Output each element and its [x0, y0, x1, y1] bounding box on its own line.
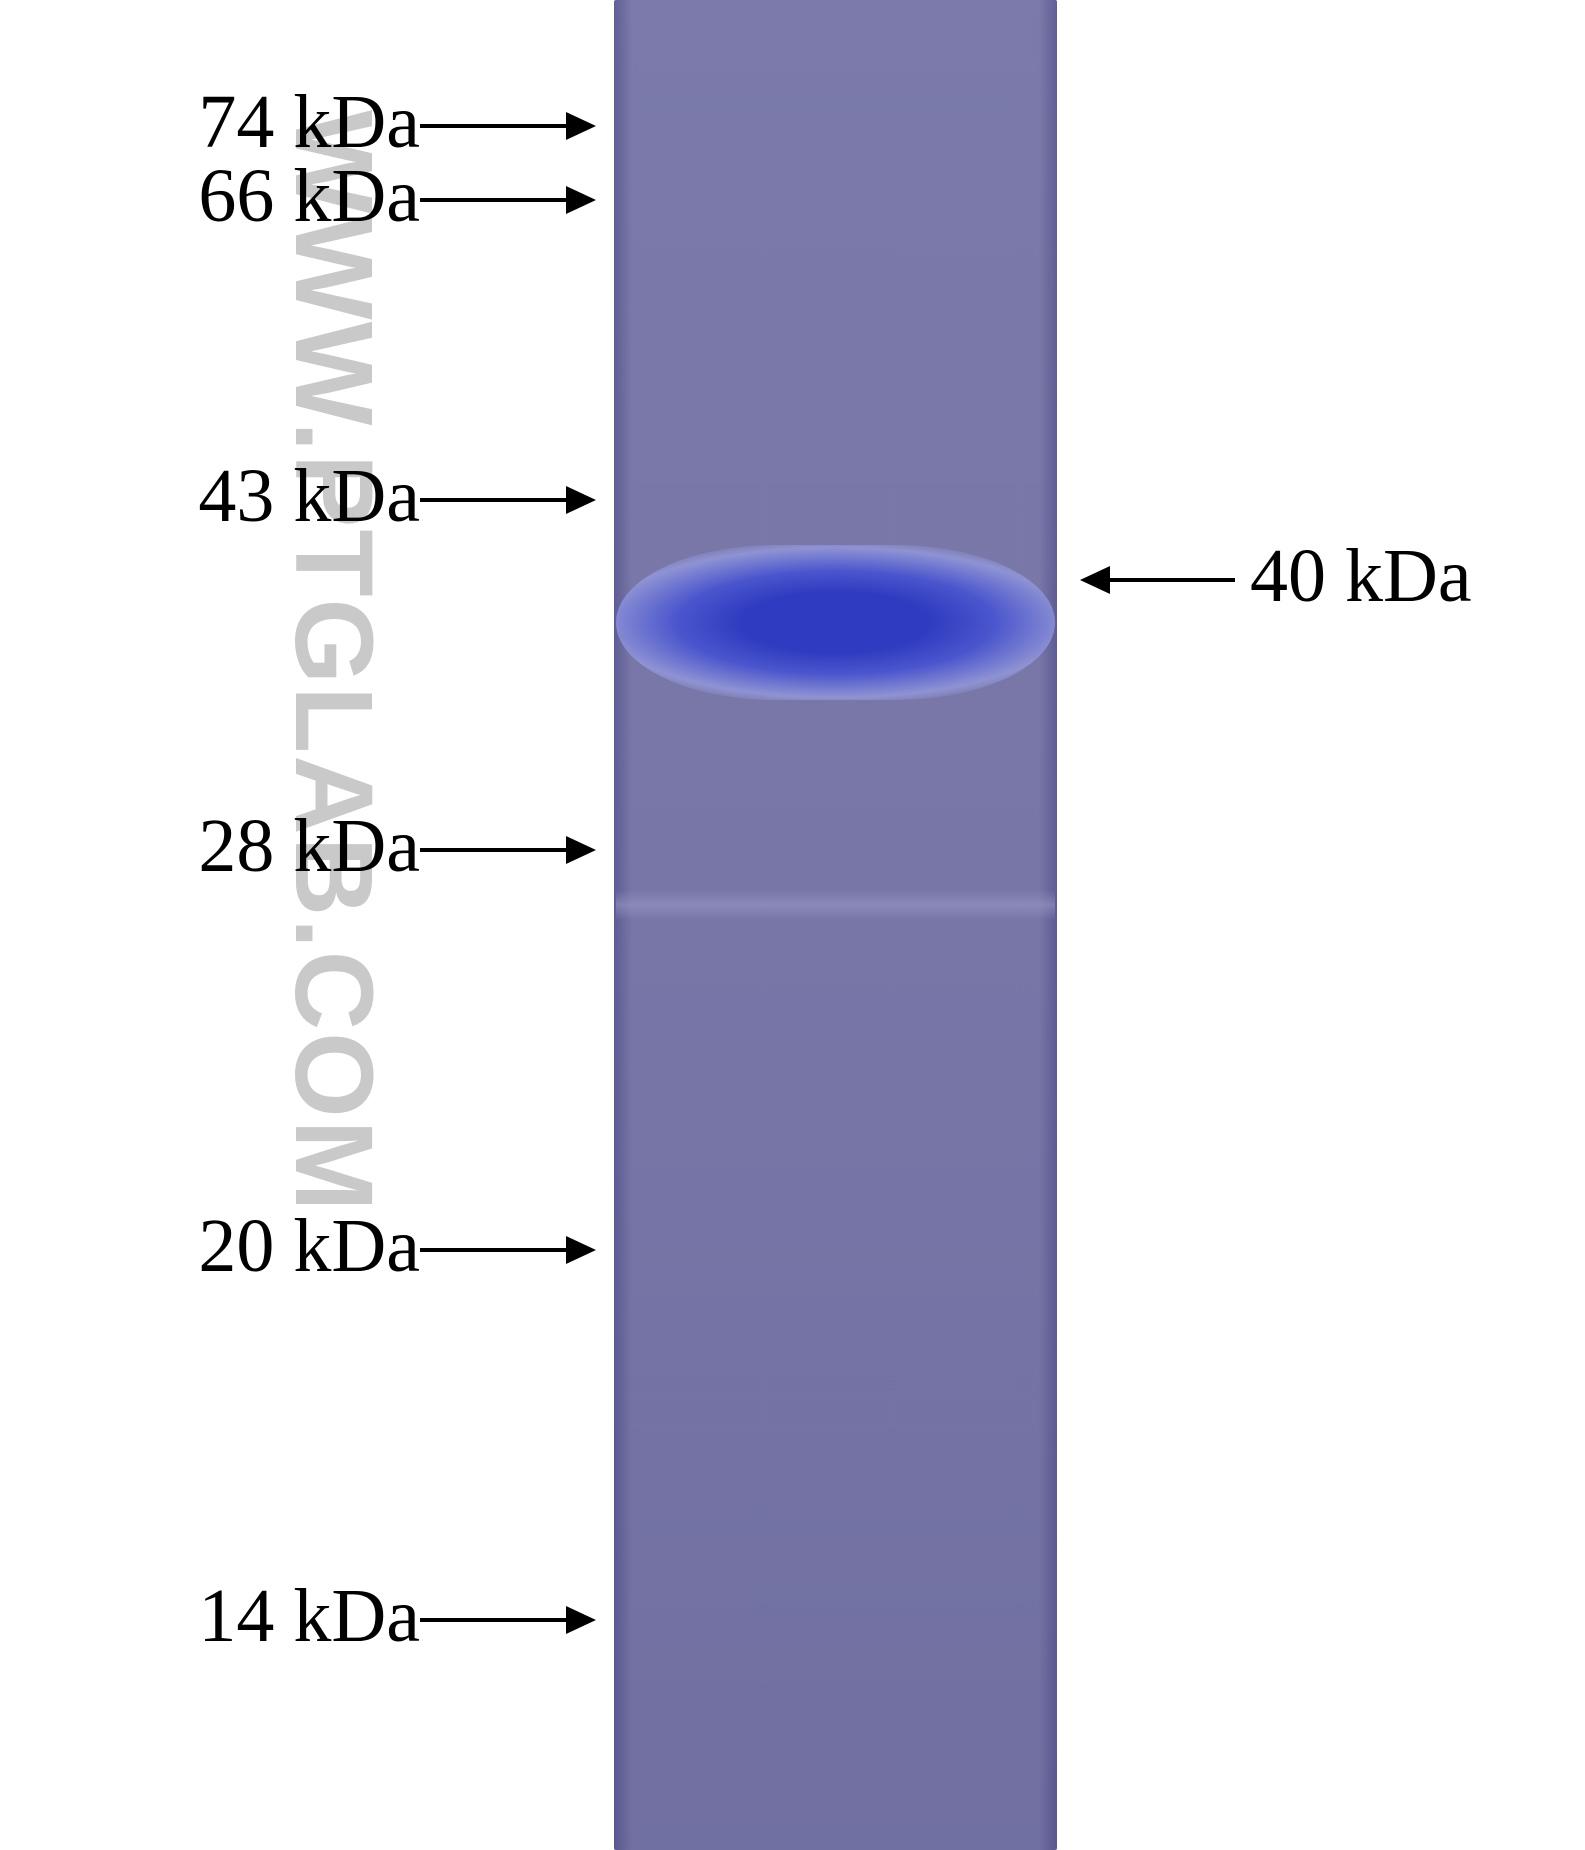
- marker-arrow-shaft: [420, 124, 570, 128]
- protein-band-main: [616, 545, 1055, 700]
- marker-label-left: 28 kDa: [110, 803, 420, 890]
- marker-label-left: 14 kDa: [110, 1573, 420, 1660]
- marker-arrow-shaft: [420, 848, 570, 852]
- marker-arrow-head: [566, 1236, 596, 1264]
- marker-arrow-shaft: [420, 1618, 570, 1622]
- gel-image-stage: WWW.PTGLAB.COM 74 kDa66 kDa43 kDa28 kDa2…: [0, 0, 1585, 1850]
- watermark-text: WWW.PTGLAB.COM: [270, 110, 397, 1720]
- marker-arrow-head: [566, 1606, 596, 1634]
- marker-label-left: 20 kDa: [110, 1203, 420, 1290]
- marker-arrow-shaft: [420, 198, 570, 202]
- marker-arrow-head: [566, 112, 596, 140]
- marker-label-left: 43 kDa: [110, 453, 420, 540]
- marker-arrow-head: [566, 486, 596, 514]
- protein-band-faint: [616, 890, 1055, 920]
- marker-label-left: 66 kDa: [110, 153, 420, 240]
- marker-arrow-shaft: [1106, 578, 1235, 582]
- marker-arrow-head: [566, 186, 596, 214]
- gel-lane: [614, 0, 1057, 1850]
- marker-arrow-shaft: [420, 498, 570, 502]
- marker-arrow-head: [566, 836, 596, 864]
- marker-label-right: 40 kDa: [1250, 533, 1472, 620]
- marker-arrow-head: [1080, 566, 1110, 594]
- marker-arrow-shaft: [420, 1248, 570, 1252]
